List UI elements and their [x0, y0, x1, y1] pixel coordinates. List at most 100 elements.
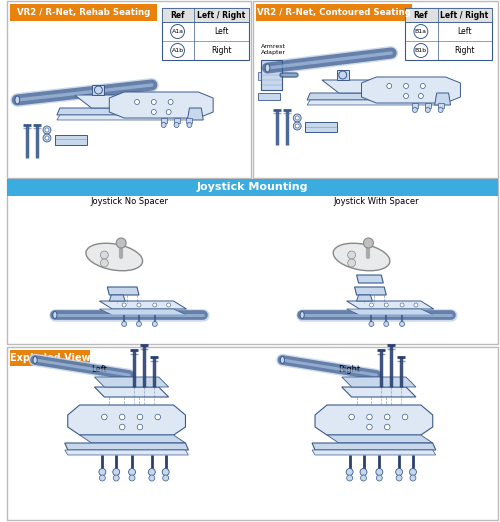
Polygon shape — [258, 72, 260, 80]
Ellipse shape — [333, 243, 390, 271]
Circle shape — [100, 259, 108, 267]
Circle shape — [129, 475, 135, 481]
Ellipse shape — [300, 312, 304, 318]
Polygon shape — [55, 135, 86, 145]
Bar — [252, 1, 498, 178]
Circle shape — [137, 303, 141, 307]
Polygon shape — [110, 295, 125, 301]
Circle shape — [348, 259, 356, 267]
Polygon shape — [327, 435, 432, 443]
Polygon shape — [412, 103, 418, 108]
Circle shape — [162, 475, 168, 481]
Circle shape — [153, 303, 157, 307]
Circle shape — [400, 303, 404, 307]
Text: Ref: Ref — [170, 10, 185, 19]
Circle shape — [134, 100, 140, 104]
Circle shape — [152, 110, 156, 114]
Circle shape — [418, 93, 424, 99]
Polygon shape — [354, 287, 386, 295]
Ellipse shape — [15, 96, 20, 104]
Circle shape — [349, 414, 354, 420]
Bar — [162, 8, 249, 22]
Circle shape — [137, 414, 142, 420]
Text: B1a: B1a — [415, 29, 427, 34]
Circle shape — [410, 475, 416, 481]
Ellipse shape — [265, 64, 270, 72]
Text: Left: Left — [92, 365, 108, 374]
Circle shape — [346, 469, 353, 476]
Ellipse shape — [86, 243, 142, 271]
Text: Joystick No Spacer: Joystick No Spacer — [90, 197, 168, 207]
Circle shape — [384, 322, 388, 326]
Polygon shape — [322, 80, 438, 93]
Polygon shape — [65, 450, 188, 455]
Circle shape — [128, 469, 136, 476]
Text: Joystick Mounting: Joystick Mounting — [197, 183, 308, 193]
Polygon shape — [362, 77, 460, 103]
Ellipse shape — [33, 357, 37, 363]
Circle shape — [166, 110, 171, 114]
Circle shape — [120, 424, 125, 430]
Polygon shape — [260, 60, 282, 90]
Polygon shape — [74, 95, 196, 108]
Ellipse shape — [53, 312, 57, 318]
Polygon shape — [346, 301, 434, 309]
Circle shape — [404, 93, 408, 99]
Polygon shape — [434, 93, 450, 105]
Circle shape — [149, 475, 155, 481]
Text: B1b: B1b — [415, 48, 427, 53]
Circle shape — [384, 424, 390, 430]
Polygon shape — [307, 100, 438, 105]
Polygon shape — [100, 301, 186, 309]
Bar — [405, 8, 492, 60]
Circle shape — [122, 303, 126, 307]
Text: A1b: A1b — [172, 48, 183, 53]
Text: Ref: Ref — [414, 10, 428, 19]
Polygon shape — [438, 103, 444, 108]
Circle shape — [384, 303, 388, 307]
Circle shape — [438, 108, 443, 113]
Circle shape — [426, 108, 430, 113]
Circle shape — [100, 475, 105, 481]
Circle shape — [152, 100, 156, 104]
Circle shape — [296, 124, 299, 128]
Circle shape — [170, 25, 184, 39]
Circle shape — [100, 251, 108, 259]
Polygon shape — [425, 103, 431, 108]
Circle shape — [346, 475, 352, 481]
Circle shape — [122, 322, 126, 326]
Circle shape — [166, 303, 170, 307]
Circle shape — [366, 414, 372, 420]
Circle shape — [296, 116, 299, 120]
Circle shape — [161, 123, 166, 127]
Circle shape — [412, 108, 418, 113]
Polygon shape — [100, 309, 186, 315]
Circle shape — [396, 475, 402, 481]
Polygon shape — [108, 287, 139, 295]
Circle shape — [148, 469, 156, 476]
Circle shape — [187, 123, 192, 127]
Polygon shape — [68, 405, 186, 435]
Circle shape — [155, 414, 160, 420]
Polygon shape — [92, 85, 104, 95]
Polygon shape — [94, 377, 168, 387]
Circle shape — [174, 123, 179, 127]
Circle shape — [376, 475, 382, 481]
Text: Joystick With Spacer: Joystick With Spacer — [334, 197, 419, 207]
Polygon shape — [65, 443, 188, 450]
Circle shape — [168, 100, 173, 104]
Circle shape — [99, 469, 106, 476]
Circle shape — [360, 475, 366, 481]
Polygon shape — [356, 275, 384, 283]
Polygon shape — [307, 93, 438, 100]
Circle shape — [414, 43, 428, 57]
Circle shape — [94, 86, 102, 94]
Circle shape — [294, 122, 301, 130]
Circle shape — [136, 322, 141, 326]
Polygon shape — [160, 118, 166, 123]
Bar — [8, 179, 498, 344]
Circle shape — [404, 84, 408, 89]
Text: Right: Right — [454, 46, 474, 55]
Circle shape — [43, 126, 51, 134]
Circle shape — [402, 414, 408, 420]
